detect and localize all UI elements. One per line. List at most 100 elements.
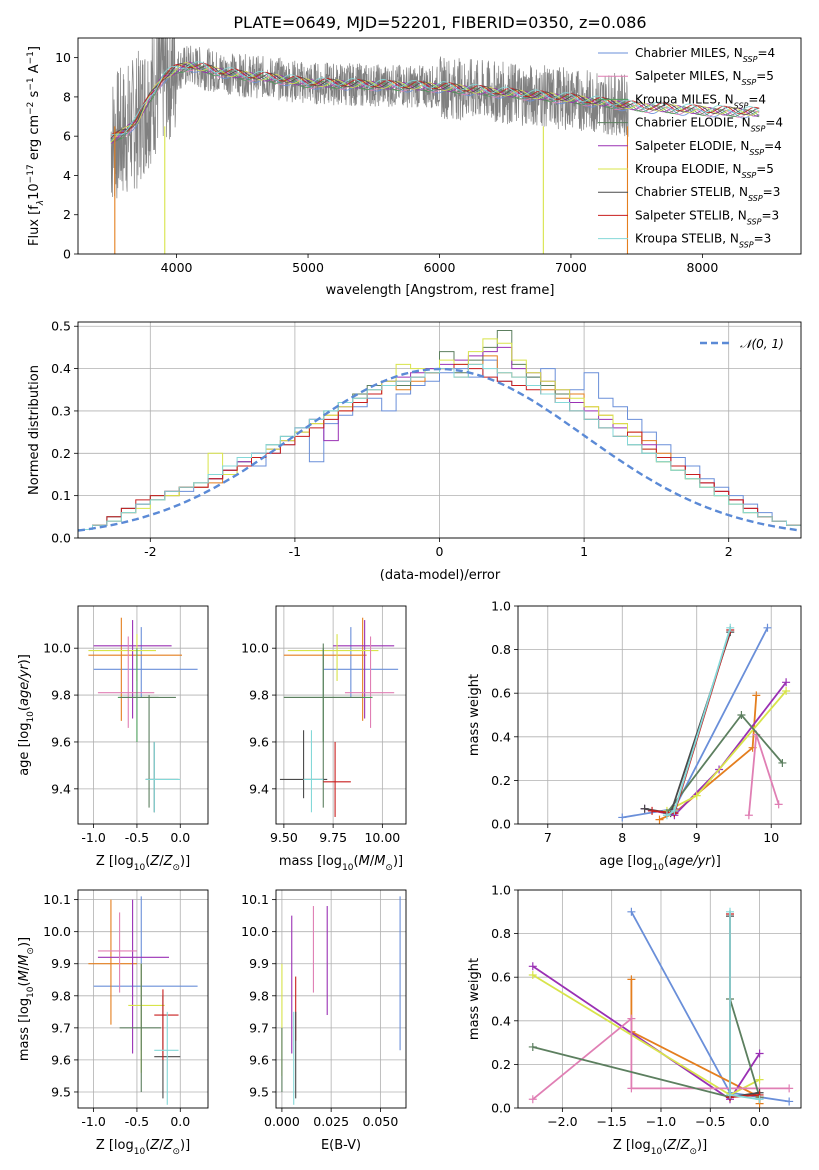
weight-z-axes-xtick-label: −2.0 <box>547 1114 577 1129</box>
z-mass-xlabel-part: ⊙ <box>172 1147 180 1157</box>
residual-axes-frame <box>77 321 802 539</box>
z-age-xlabel-part: )] <box>180 854 190 869</box>
weight-z-xlabel-part: 10 <box>651 1147 663 1157</box>
weight-age-axes-point-marker <box>640 804 649 813</box>
residual-axes-xtick-label: -2 <box>144 544 156 559</box>
weight-age-axes-ytick-label: 0.6 <box>491 686 511 701</box>
z-age-ylabel: age [log10(age/yr)] <box>17 654 36 776</box>
ebv-mass-axes-frame <box>275 889 407 1109</box>
weight-z-axes-ytick-label: 0.2 <box>491 1057 511 1072</box>
weight-z-axes-point-marker <box>785 1084 794 1093</box>
weight-z-axes-point-marker <box>528 962 537 971</box>
residual-histogram-series <box>78 363 801 530</box>
z-age-axes-ytick-label: 9.6 <box>51 734 71 749</box>
spectrum-axes-ytick-label: 10 <box>55 50 71 65</box>
weight-z-axes-point-marker <box>755 1075 764 1084</box>
z-mass-axes-xtick-label: -0.5 <box>125 1114 149 1129</box>
ebv-mass-xlabel: E(B-V) <box>321 1138 361 1153</box>
legend-spectrum-label: Salpeter ELODIE, NSSP=4 <box>635 139 782 157</box>
z-mass-ylabel-part: M <box>17 970 32 981</box>
z-mass-ylabel-part: ⊙ <box>26 947 36 955</box>
mass-age-xlabel-part: mass [log <box>279 854 342 869</box>
weight-age-axes-point-marker <box>670 806 679 815</box>
z-age-axes-xtick-label: -0.5 <box>125 830 149 845</box>
spectrum-axes-xtick-label: 7000 <box>555 260 587 275</box>
z-mass-axes-xtick-label: 0.0 <box>170 1114 190 1129</box>
z-age-xlabel-part: ( <box>145 854 150 869</box>
legend-spectrum-prefix: Kroupa STELIB, N <box>635 232 739 246</box>
residual-axes-ytick-label: 0.2 <box>51 446 71 461</box>
mass-age-axes-plot <box>279 617 399 817</box>
weight-z-axes-xtick-label: 0.0 <box>750 1114 770 1129</box>
residual-axes-ytick-label: 0.3 <box>51 403 71 418</box>
weight-age-axes-point-marker <box>744 811 753 820</box>
weight-z-axes-point-marker <box>726 1090 735 1099</box>
weight-z-xlabel-part: Z <box>666 1138 677 1153</box>
legend-spectrum-prefix: Kroupa ELODIE, N <box>635 162 742 176</box>
z-mass-xlabel-part: ( <box>145 1138 150 1153</box>
ebv-mass-axes-ytick-label: 9.6 <box>249 1052 269 1067</box>
weight-age-xlabel-part: 10 <box>652 863 664 873</box>
weight-z-axes-ytick-label: 0.0 <box>491 1101 511 1116</box>
weight-age-xlabel-part: ( <box>664 854 669 869</box>
z-mass-ylabel-part: )] <box>17 937 32 947</box>
legend-spectrum-prefix: Chabrier STELIB, N <box>635 185 748 199</box>
spectrum-ylabel-part: −1 <box>26 51 36 64</box>
legend-spectrum-suffix: =5 <box>756 69 774 83</box>
weight-age-axes-ytick-label: 0.0 <box>491 817 511 832</box>
mass-age-axes-xtick-label: 10.00 <box>364 830 400 845</box>
weight-z-xlabel-part: / <box>676 1138 681 1153</box>
weight-z-xlabel: Z [log10(Z/Z⊙)] <box>613 1138 707 1157</box>
legend-spectrum-sub: SSP <box>734 101 749 110</box>
legend-spectrum-label: Kroupa ELODIE, NSSP=5 <box>635 162 774 180</box>
weight-age-axes-point-marker <box>692 791 701 800</box>
z-mass-axes-ytick-label: 9.8 <box>51 988 71 1003</box>
weight-age-axes-point-marker <box>726 623 735 632</box>
mass-age-xlabel-part: / <box>370 854 375 869</box>
ebv-mass-axes-xtick-label: 0.000 <box>264 1114 300 1129</box>
mass-age-xlabel-part: ( <box>354 854 359 869</box>
legend-spectrum-prefix: Salpeter ELODIE, N <box>635 139 749 153</box>
residual-axes-xtick-label: -1 <box>289 544 301 559</box>
z-mass-axes-plot <box>88 896 198 1105</box>
spectrum-ylabel-part: Flux [f <box>27 205 42 246</box>
weight-age-axes-point-marker <box>618 813 627 822</box>
legend-spectrum-label: Chabrier STELIB, NSSP=3 <box>635 185 780 203</box>
z-mass-ylabel-part: mass [log <box>17 998 32 1061</box>
legend-spectrum-sub: SSP <box>747 217 762 226</box>
mass-age-xlabel-part: M <box>374 854 385 869</box>
legend-spectrum-prefix: Salpeter MILES, N <box>635 69 742 83</box>
spectrum-ylabel-part: erg cm <box>27 115 42 164</box>
weight-age-xlabel-part: age [log <box>599 854 652 869</box>
spectrum-data-line <box>110 38 629 199</box>
weight-z-axes-point-marker <box>755 1095 764 1104</box>
ebv-mass-axes-ytick-label: 9.9 <box>249 956 269 971</box>
residual-axes-ytick-label: 0.1 <box>51 488 71 503</box>
z-mass-axes-ytick-label: 10.1 <box>43 892 71 907</box>
residual-axes-xtick-label: 1 <box>580 544 588 559</box>
legend-spectrum-label: Chabrier ELODIE, NSSP=4 <box>635 116 783 134</box>
weight-age-axes-point-marker <box>774 800 783 809</box>
weight-z-xlabel-part: ⊙ <box>689 1147 697 1157</box>
residual-ylabel-part: Normed distribution <box>27 365 42 495</box>
weight-z-axes-point-marker <box>785 1097 794 1106</box>
spectrum-xlabel: wavelength [Angstrom, rest frame] <box>326 283 555 298</box>
weight-age-axes-point-marker <box>655 815 664 824</box>
spectrum-axes-xtick-label: 6000 <box>424 260 456 275</box>
z-age-ylabel-part: )] <box>17 654 32 664</box>
ebv-mass-axes-xtick-label: 0.025 <box>313 1114 349 1129</box>
spectrum-model-line <box>110 66 760 139</box>
weight-age-axes-point-marker <box>752 691 761 700</box>
weight-z-axes-point-marker <box>627 907 636 916</box>
z-age-axes-ytick-label: 9.8 <box>51 688 71 703</box>
z-age-xlabel-part: Z [log <box>96 854 134 869</box>
mass-age-axes-xtick-label: 9.50 <box>270 830 298 845</box>
weight-z-axes-point-marker <box>627 1084 636 1093</box>
weight-z-axes-xtick-label: −0.5 <box>695 1114 725 1129</box>
legend-normal-label: 𝒩(0, 1) <box>740 337 784 351</box>
weight-z-ylabel: mass weight <box>467 958 482 1040</box>
legend-spectrum-suffix: =4 <box>764 139 782 153</box>
z-age-xlabel: Z [log10(Z/Z⊙)] <box>96 854 190 873</box>
spectrum-axes: 4000 5000 6000 7000 8000 0 2 4 6 8 10 Chabrier MILE… <box>55 37 802 275</box>
